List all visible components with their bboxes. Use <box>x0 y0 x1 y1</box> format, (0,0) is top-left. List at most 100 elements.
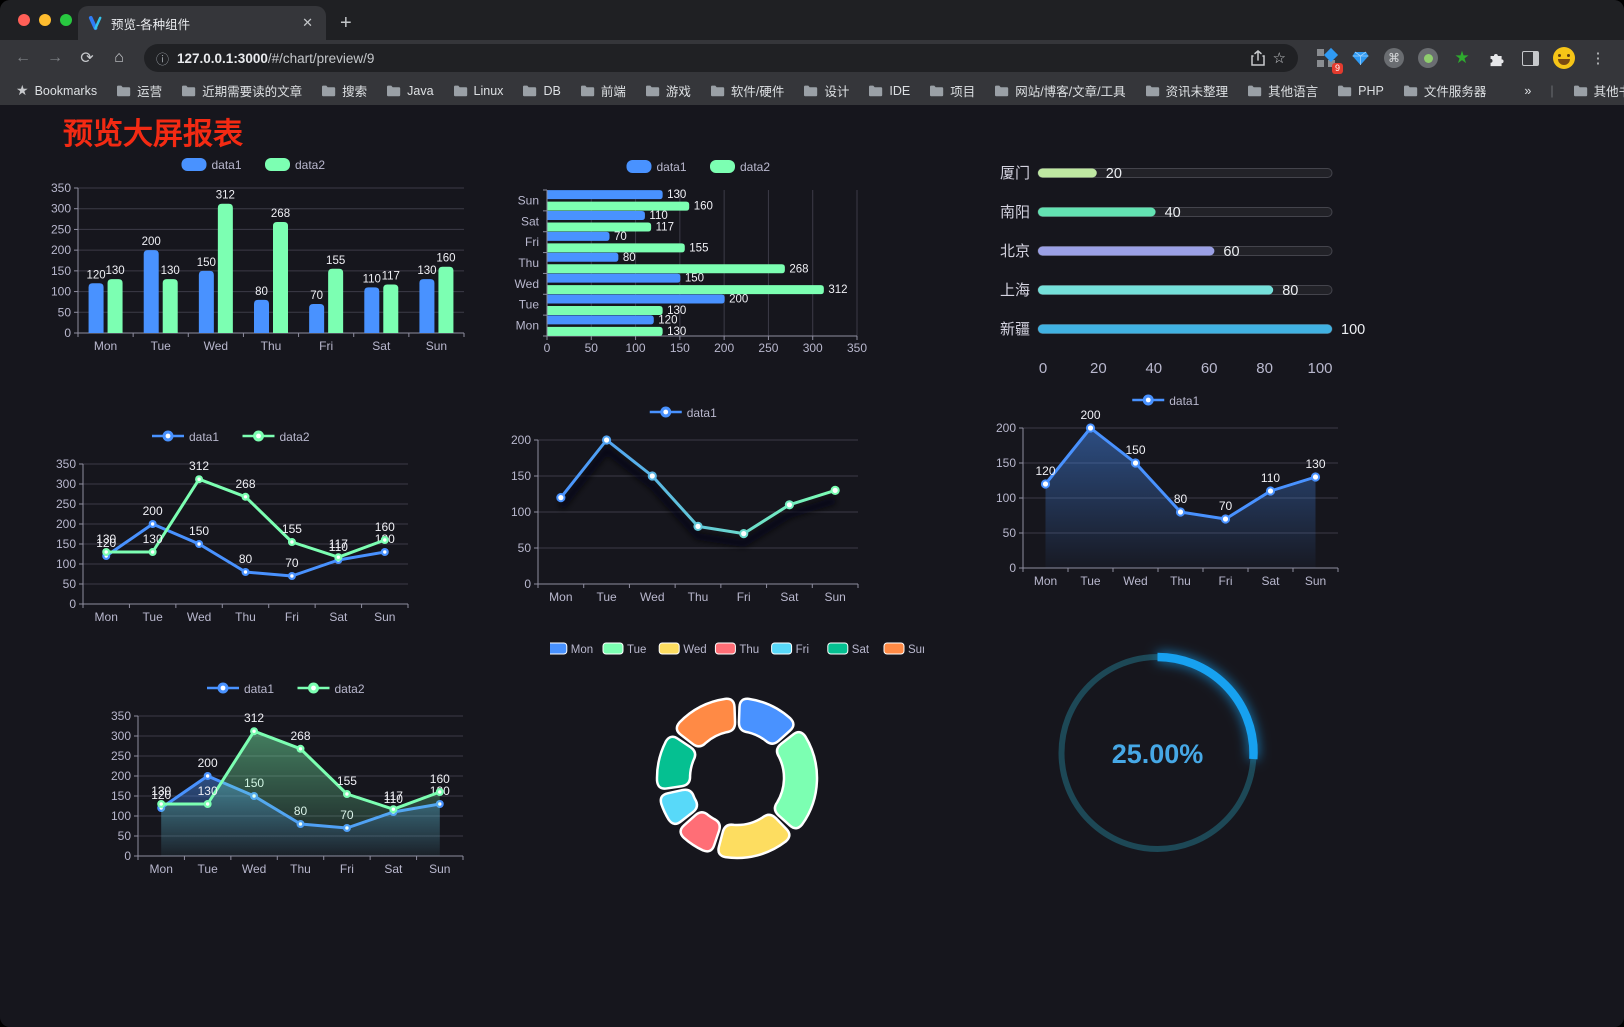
svg-text:Mon: Mon <box>94 339 117 353</box>
c7-canvas: 0 50 100 150 200 250 300 350 Mon Tue Wed Thu Fri Sat S… <box>111 682 464 876</box>
share-icon[interactable] <box>1250 50 1265 66</box>
bookmarks-overflow-chevron[interactable]: » <box>1524 83 1532 98</box>
bookmark-folder[interactable]: 文件服务器 <box>1403 81 1486 100</box>
folder-icon <box>869 85 883 97</box>
close-window-button[interactable] <box>18 14 30 26</box>
bookmark-folder[interactable]: 运营 <box>116 81 162 100</box>
folder-icon <box>580 85 594 97</box>
bookmark-folder-label: 前端 <box>600 85 626 99</box>
puzzle-extensions-icon[interactable] <box>1484 46 1508 70</box>
donut-pie-chart: Mon Tue Wed Thu Fri Sat Sun <box>546 633 928 878</box>
svg-text:300: 300 <box>111 729 131 743</box>
other-bookmarks-folder[interactable]: 其他书签 <box>1573 81 1624 100</box>
svg-text:312: 312 <box>828 284 847 296</box>
bookmark-folder[interactable]: PHP <box>1337 84 1384 98</box>
green-star-extension-icon[interactable]: ★ <box>1454 48 1470 67</box>
new-tab-button[interactable]: + <box>340 12 352 34</box>
svg-text:70: 70 <box>285 556 299 570</box>
svg-text:130: 130 <box>667 189 686 201</box>
svg-text:Sun: Sun <box>908 644 924 656</box>
bookmark-star-icon[interactable]: ☆ <box>1272 50 1286 67</box>
bookmark-folder[interactable]: 软件/硬件 <box>710 81 784 100</box>
command-extension-icon[interactable]: ⌘ <box>1382 46 1406 70</box>
reload-button[interactable]: ⟳ <box>80 50 94 67</box>
bookmark-folder[interactable]: 游戏 <box>645 81 691 100</box>
svg-text:200: 200 <box>143 504 163 518</box>
svg-text:100: 100 <box>1341 322 1365 338</box>
browser-tab[interactable]: 预览-各种组件 ✕ <box>78 6 326 40</box>
svg-text:0: 0 <box>524 577 531 591</box>
svg-text:Thu: Thu <box>518 256 539 270</box>
home-button[interactable]: ⌂ <box>114 49 124 66</box>
svg-text:200: 200 <box>142 236 161 248</box>
svg-text:70: 70 <box>1219 499 1233 513</box>
forward-button[interactable]: → <box>47 49 63 66</box>
url-host: 127.0.0.1:3000 <box>177 50 268 66</box>
gem-extension-icon[interactable] <box>1348 46 1372 70</box>
extension-grid-icon[interactable]: 9 <box>1314 46 1343 74</box>
bookmark-folder[interactable]: 近期需要读的文章 <box>181 81 302 100</box>
back-button[interactable]: ← <box>15 49 31 66</box>
side-panel-icon[interactable] <box>1518 46 1542 70</box>
folder-icon <box>1573 85 1587 97</box>
svg-text:100: 100 <box>111 809 131 823</box>
svg-text:160: 160 <box>375 520 395 534</box>
site-info-icon[interactable]: ⓘ <box>156 51 170 67</box>
bookmark-folder[interactable]: 前端 <box>580 81 626 100</box>
bookmarks-bar: ★ Bookmarks 运营 近期需要读的文章 搜索 Java Linux DB… <box>0 76 1624 105</box>
svg-text:Tue: Tue <box>143 610 164 624</box>
svg-text:155: 155 <box>689 242 708 254</box>
bookmark-folder-label: Linux <box>473 83 504 98</box>
svg-text:268: 268 <box>789 263 808 275</box>
profile-avatar[interactable] <box>1552 46 1576 70</box>
svg-text:350: 350 <box>111 709 131 723</box>
svg-text:60: 60 <box>1201 360 1218 377</box>
svg-text:Tue: Tue <box>1080 574 1101 588</box>
bookmark-folder[interactable]: 资讯未整理 <box>1145 81 1228 100</box>
bookmark-folder[interactable]: 其他语言 <box>1247 81 1318 100</box>
bookmark-folder-label: 其他语言 <box>1268 85 1319 99</box>
bookmark-folder[interactable]: 搜索 <box>321 81 367 100</box>
svg-text:130: 130 <box>96 532 116 546</box>
svg-text:155: 155 <box>337 774 357 788</box>
svg-text:0: 0 <box>544 341 551 355</box>
svg-text:Tue: Tue <box>627 644 646 656</box>
tab-close-icon[interactable]: ✕ <box>302 15 313 30</box>
bookmark-folder[interactable]: IDE <box>868 84 910 98</box>
svg-text:100: 100 <box>51 285 71 299</box>
svg-text:data2: data2 <box>335 682 365 696</box>
minimize-window-button[interactable] <box>39 14 51 26</box>
svg-text:25.00%: 25.00% <box>1112 739 1204 769</box>
svg-text:Tue: Tue <box>596 590 617 604</box>
address-bar[interactable]: ⓘ 127.0.0.1:3000/#/chart/preview/9 ☆ <box>144 44 1298 72</box>
record-extension-icon[interactable] <box>1416 46 1440 70</box>
svg-text:Sun: Sun <box>824 590 845 604</box>
svg-text:厦门: 厦门 <box>1000 165 1030 182</box>
folder-icon <box>995 85 1009 97</box>
svg-text:data1: data1 <box>212 158 242 172</box>
bookmarks-label: Bookmarks <box>34 83 98 98</box>
folder-icon <box>1338 85 1352 97</box>
bookmark-folder[interactable]: Java <box>386 84 434 98</box>
svg-text:150: 150 <box>670 341 690 355</box>
svg-text:Mon: Mon <box>1034 574 1057 588</box>
svg-text:80: 80 <box>255 286 268 298</box>
svg-text:120: 120 <box>658 314 677 326</box>
svg-text:Sat: Sat <box>329 610 348 624</box>
folder-icon <box>645 85 660 97</box>
site-favicon <box>88 15 102 30</box>
other-bookmarks-label: 其他书签 <box>1593 85 1624 99</box>
bookmark-folder-label: 游戏 <box>665 85 691 99</box>
url-text[interactable]: 127.0.0.1:3000/#/chart/preview/9 <box>177 51 374 66</box>
svg-text:Mon: Mon <box>516 319 539 333</box>
bookmark-folder[interactable]: 项目 <box>929 81 975 100</box>
zoom-window-button[interactable] <box>60 14 72 26</box>
bookmark-folder[interactable]: 设计 <box>803 81 849 100</box>
bookmark-folder[interactable]: 网站/博客/文章/工具 <box>994 81 1126 100</box>
bookmarks-folders: 运营 近期需要读的文章 搜索 Java Linux DB 前端 游戏 软件/硬件… <box>116 81 1486 100</box>
browser-menu-icon[interactable]: ⋮ <box>1590 50 1606 67</box>
svg-text:50: 50 <box>518 541 532 555</box>
bookmarks-root[interactable]: ★ Bookmarks <box>16 82 97 99</box>
bookmark-folder[interactable]: Linux <box>453 83 504 98</box>
bookmark-folder[interactable]: DB <box>522 84 561 98</box>
